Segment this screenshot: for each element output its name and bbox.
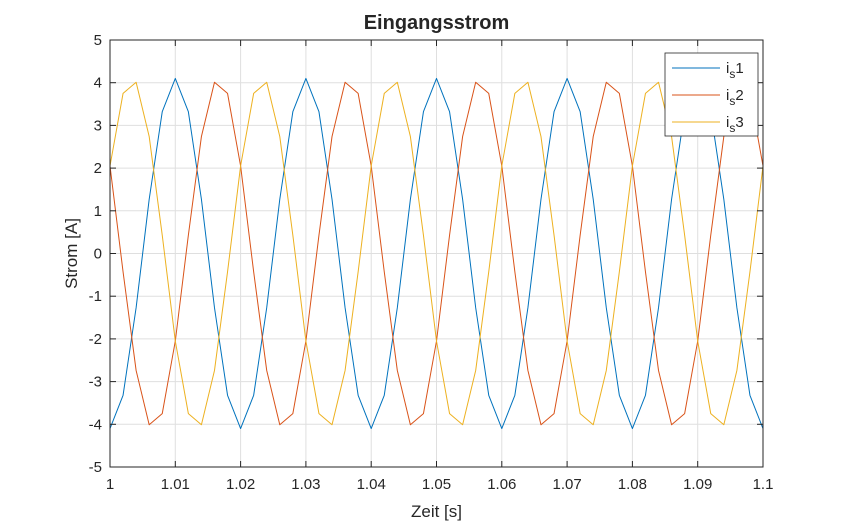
y-tick-label: -3 <box>89 374 102 391</box>
legend-label-subscript: s <box>729 121 735 135</box>
legend-label-subscript: s <box>729 94 735 108</box>
legend-label-main: i <box>726 114 729 131</box>
x-tick-label: 1.03 <box>291 476 320 493</box>
legend-label: is1 <box>726 60 744 81</box>
tick-marks <box>109 39 764 468</box>
legend-label-suffix: 2 <box>735 87 743 104</box>
series-lines <box>109 77 764 430</box>
y-tick-label: -2 <box>89 331 102 348</box>
legend-label: is2 <box>726 87 744 108</box>
x-tick-label: 1.04 <box>357 476 386 493</box>
x-tick-label: 1.1 <box>753 476 774 493</box>
x-tick-label: 1.07 <box>552 476 581 493</box>
legend-label-suffix: 1 <box>735 60 743 77</box>
y-tick-labels: 5 4 3 2 1 0 -1 -2 -3 -4 -5 <box>89 32 102 476</box>
y-tick-label: 4 <box>94 75 102 92</box>
x-tick-label: 1.02 <box>226 476 255 493</box>
y-tick-label: 2 <box>94 160 102 177</box>
legend-label-suffix: 3 <box>735 114 743 131</box>
x-tick-label: 1.09 <box>683 476 712 493</box>
legend-label-subscript: s <box>729 67 735 81</box>
x-tick-label: 1.05 <box>422 476 451 493</box>
y-tick-label: 1 <box>94 203 102 220</box>
y-axis-label: Strom [A] <box>62 218 81 289</box>
y-tick-label: 3 <box>94 117 102 134</box>
x-tick-label: 1 <box>106 476 114 493</box>
legend-label-main: i <box>726 87 729 104</box>
x-tick-label: 1.06 <box>487 476 516 493</box>
legend-label: is3 <box>726 114 744 135</box>
chart-title: Eingangsstrom <box>364 12 510 34</box>
x-tick-label: 1.08 <box>618 476 647 493</box>
series-line-is3 <box>109 81 764 426</box>
y-tick-label: -1 <box>89 288 102 305</box>
legend-label-main: i <box>726 60 729 77</box>
y-tick-label: 0 <box>94 246 102 263</box>
y-tick-label: 5 <box>94 32 102 49</box>
x-tick-label: 1.01 <box>161 476 190 493</box>
x-tick-labels: 1 1.01 1.02 1.03 1.04 1.05 1.06 1.07 1.08 1.09 1.1 <box>106 476 774 493</box>
y-tick-label: -4 <box>89 416 102 433</box>
x-axis-label: Zeit [s] <box>411 502 462 521</box>
y-tick-label: -5 <box>89 459 102 476</box>
